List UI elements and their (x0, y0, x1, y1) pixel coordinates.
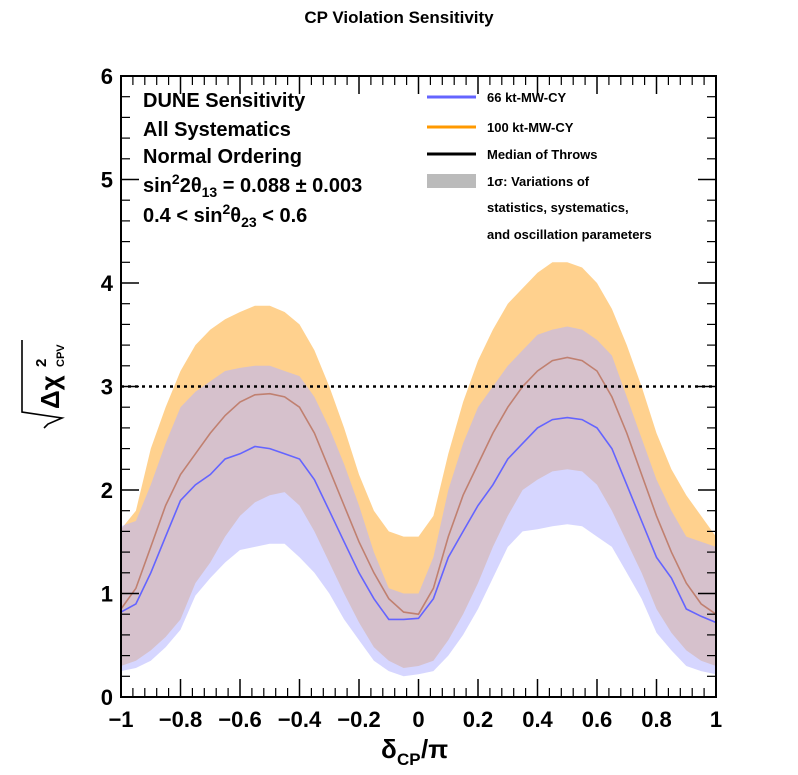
legend-label-median: Median of Throws (487, 147, 598, 162)
chart-title: CP Violation Sensitivity (304, 8, 494, 27)
y-axis-label-radical (21, 340, 65, 429)
annotation-theta13: sin22θ13 = 0.088 ± 0.003 (143, 171, 362, 200)
annotation-ordering: Normal Ordering (143, 146, 302, 168)
legend-label-variations: 1σ: Variations of (487, 174, 590, 189)
median-line-100-kt-mw-cy (120, 356, 717, 616)
annotation-block: DUNE Sensitivity All Systematics Normal … (143, 90, 362, 230)
y-tick-label: 3 (101, 375, 113, 400)
y-tick-label: 2 (101, 478, 113, 503)
legend-label-variations-line2: statistics, systematics, (487, 200, 629, 215)
median-line-66-kt-mw-cy (120, 416, 717, 624)
y-tick-label: 4 (101, 271, 114, 296)
annotation-experiment: DUNE Sensitivity (143, 90, 306, 112)
x-tick-label: −0.6 (218, 707, 261, 732)
x-tick-label: 0 (412, 707, 424, 732)
legend-label-100kt: 100 kt-MW-CY (487, 120, 574, 135)
x-tick-label: −0.4 (278, 707, 322, 732)
x-tick-label: 0.8 (641, 707, 672, 732)
plot-area: 0 1 2 3 4 5 6 −1 −0.8 −0.6 −0.4 −0.2 0 0.2 0.4 0.6 0.8 1 (101, 64, 722, 732)
x-axis-label-subscript: CP (397, 750, 421, 769)
x-tick-label: 1 (710, 707, 722, 732)
y-axis-label-superscript: 2 (33, 359, 50, 367)
x-axis-label-over-pi: /π (421, 734, 448, 764)
y-axis-label-symbol: Δχ (35, 375, 65, 409)
x-tick-label: 0.6 (582, 707, 613, 732)
x-tick-label: −0.8 (159, 707, 202, 732)
legend-label-66kt: 66 kt-MW-CY (487, 90, 567, 105)
legend: 66 kt-MW-CY 100 kt-MW-CY Median of Throw… (427, 90, 652, 242)
legend-label-variations-line3: and oscillation parameters (487, 227, 652, 242)
x-axis-label-delta: δ (381, 734, 397, 764)
annotation-systematics: All Systematics (143, 119, 291, 141)
x-tick-label: 0.4 (522, 707, 553, 732)
y-axis-label-subscript: CPV (55, 344, 67, 367)
x-tick-label: −1 (108, 707, 133, 732)
x-tick-label: 0.2 (463, 707, 494, 732)
x-tick-label: −0.2 (337, 707, 380, 732)
y-axis-label: Δχ 2 CPV (21, 340, 67, 429)
band-66-kt-mw-cy (121, 326, 716, 677)
legend-swatch-variations (427, 174, 476, 188)
y-tick-label: 0 (101, 685, 113, 710)
x-axis-label: δ CP /π (381, 734, 448, 769)
y-tick-label: 6 (101, 64, 113, 89)
y-tick-label: 5 (101, 168, 113, 193)
y-tick-label: 1 (101, 582, 113, 607)
